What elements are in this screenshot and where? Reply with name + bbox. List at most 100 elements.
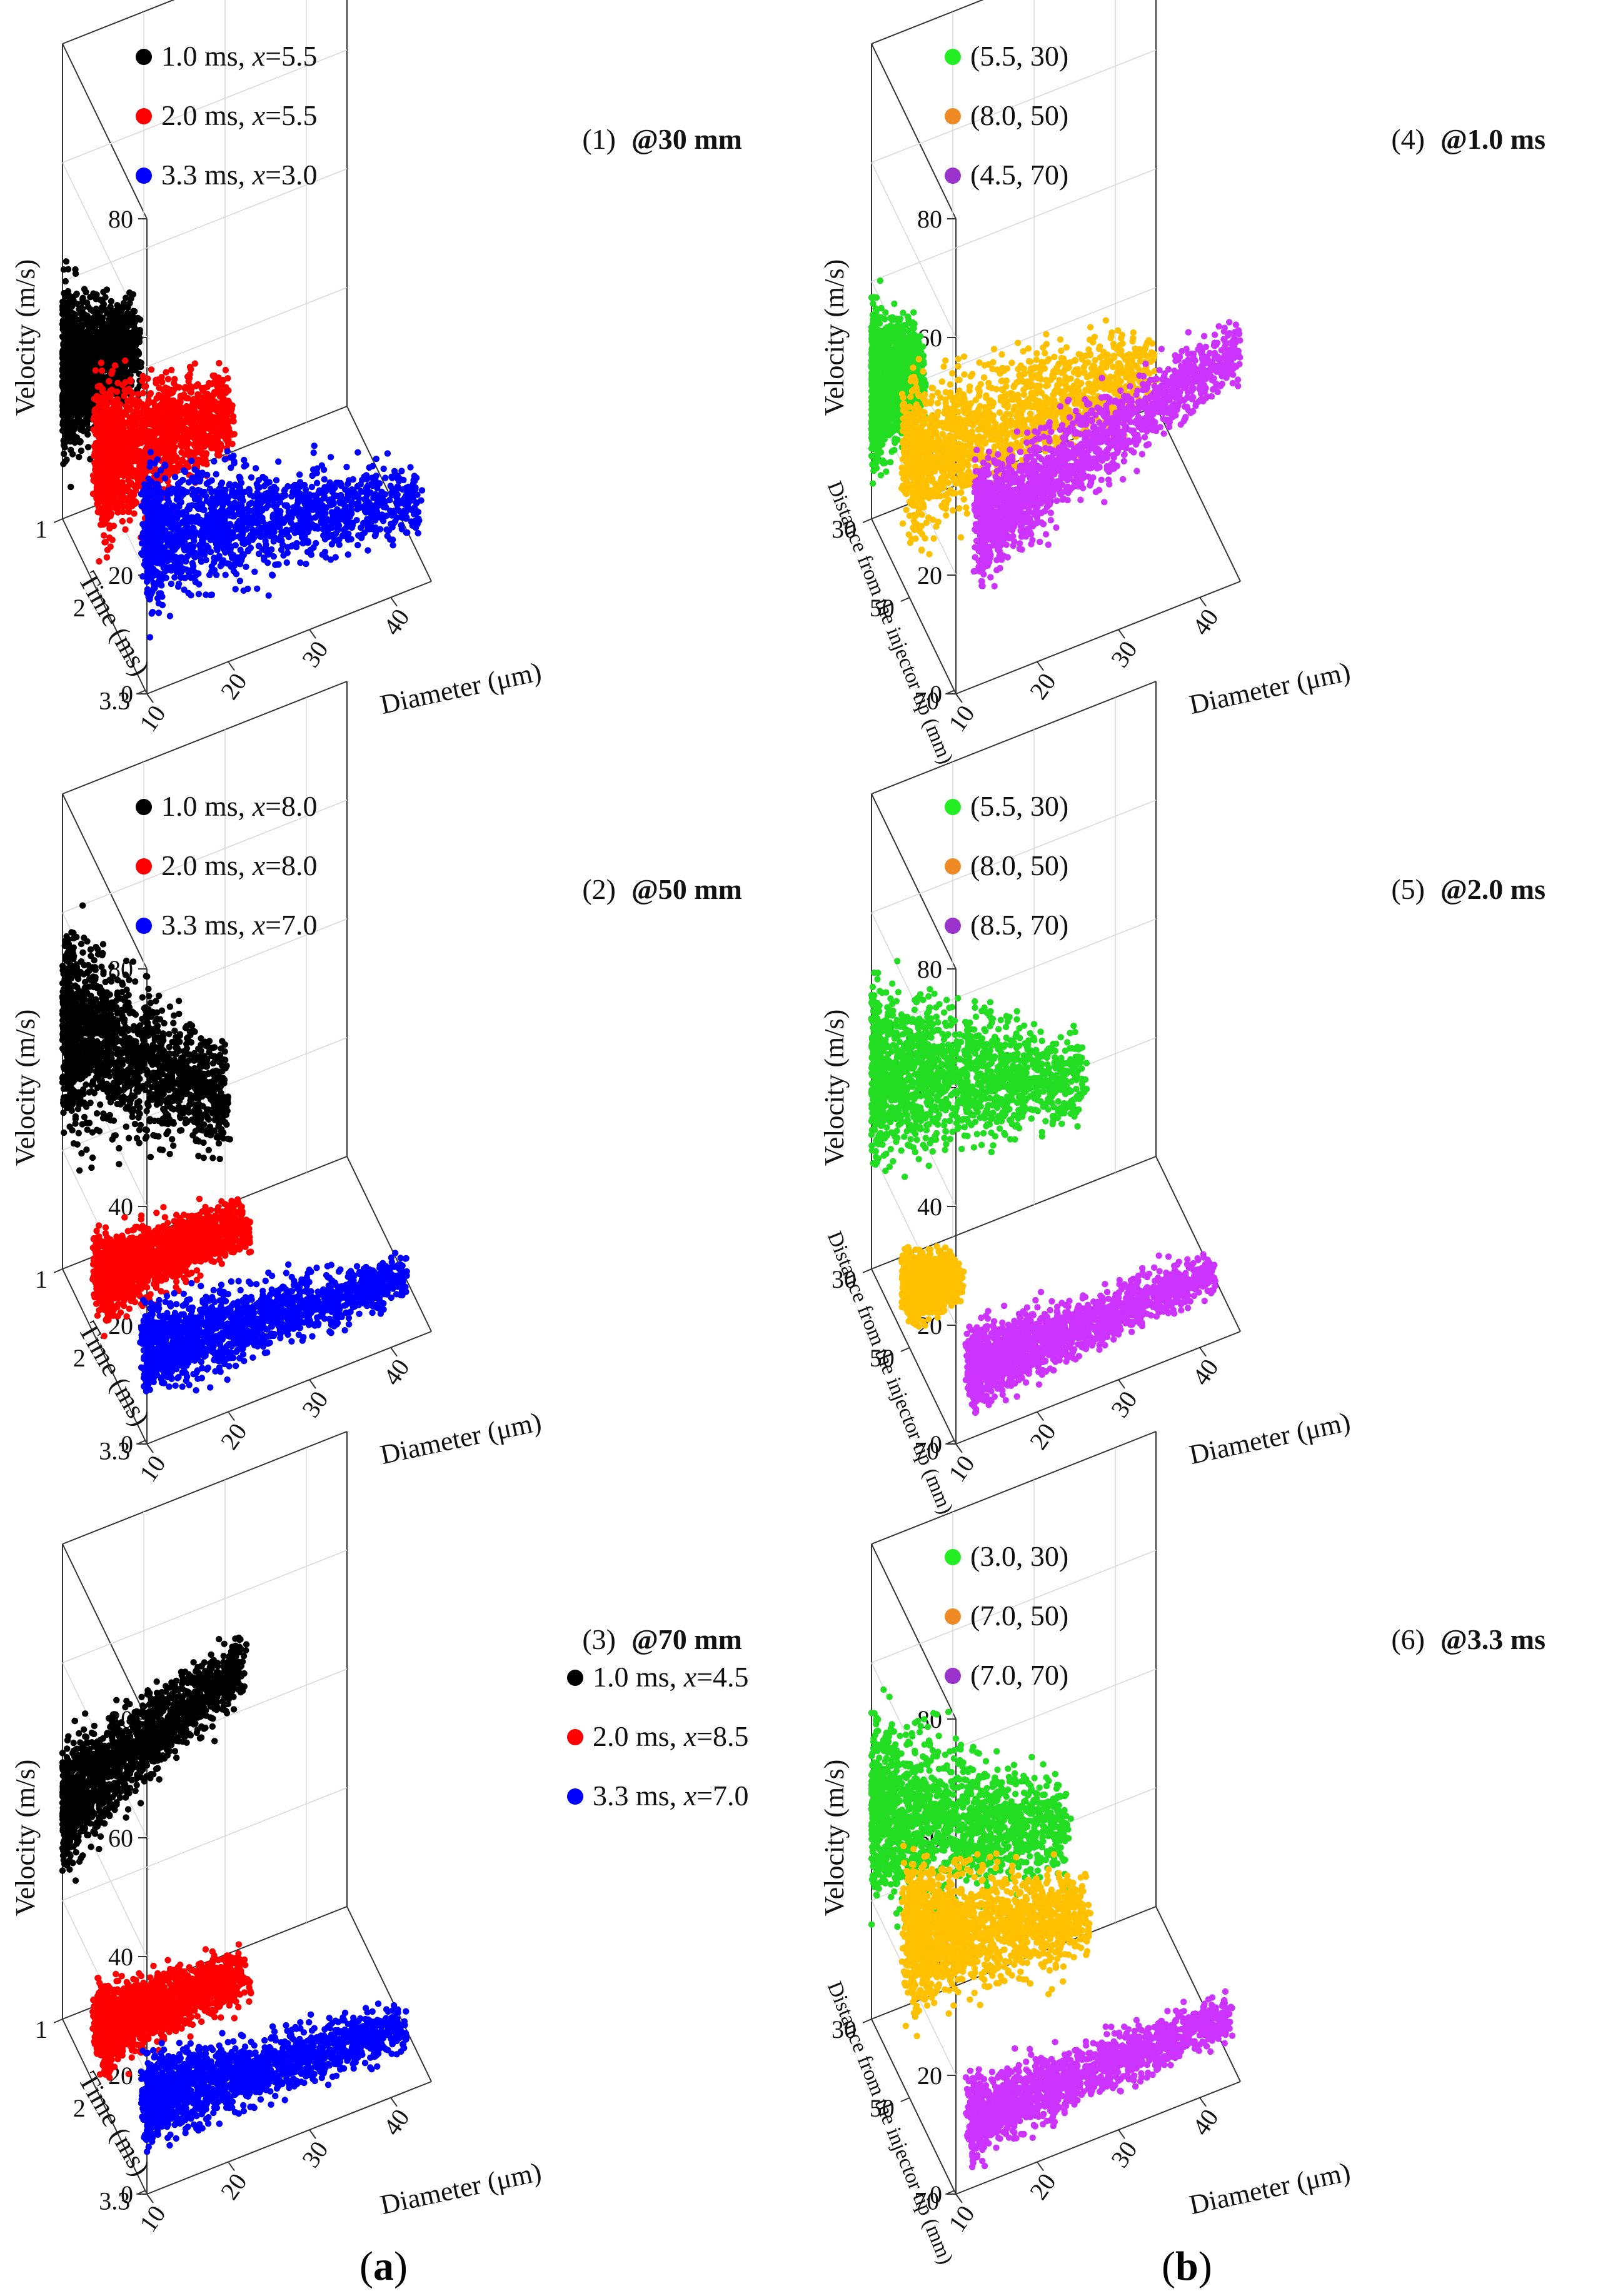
data-point (151, 421, 158, 428)
data-point (147, 478, 154, 484)
data-point (228, 464, 234, 471)
data-point (147, 390, 154, 397)
data-point (123, 455, 131, 462)
data-point (172, 457, 179, 464)
data-point (213, 407, 220, 414)
data-point (113, 498, 120, 505)
data-point (176, 421, 184, 428)
data-point (211, 567, 218, 574)
data-point (109, 368, 116, 374)
data-point (308, 483, 316, 491)
data-point (113, 354, 120, 361)
data-point (73, 290, 80, 298)
data-point (203, 516, 210, 523)
data-point (78, 447, 85, 454)
data-point (94, 310, 101, 317)
data-point (160, 442, 168, 449)
data-point (76, 316, 83, 323)
data-point (159, 404, 166, 411)
data-point (136, 383, 143, 389)
data-point (227, 543, 234, 549)
data-point (214, 492, 221, 499)
data-point (192, 569, 199, 576)
data-point (222, 571, 229, 578)
data-point (169, 408, 176, 414)
data-point (123, 373, 129, 379)
data-point (179, 476, 186, 484)
data-point (348, 508, 354, 515)
data-point (265, 592, 272, 599)
axis-edge (62, 43, 148, 219)
data-point (106, 378, 113, 385)
data-point (103, 422, 110, 429)
data-point (244, 546, 252, 554)
data-point (151, 428, 159, 435)
data-point (201, 488, 208, 496)
x-tick-mark (309, 629, 316, 639)
data-point (208, 477, 215, 484)
data-point (407, 464, 414, 471)
data-point (126, 466, 133, 473)
data-point (76, 417, 83, 424)
data-point (158, 582, 165, 589)
data-point (144, 375, 151, 382)
data-point (189, 431, 196, 438)
data-point (211, 416, 218, 423)
data-point (96, 338, 103, 345)
data-point (60, 302, 68, 309)
data-point (83, 299, 91, 306)
data-point (178, 574, 184, 581)
data-point (140, 433, 148, 440)
data-point (64, 426, 71, 433)
data-point (128, 395, 135, 402)
data-point (83, 415, 90, 423)
data-point (102, 406, 109, 413)
data-point (158, 425, 165, 432)
data-point (344, 480, 351, 488)
x-axis-title: Diameter (μm) (378, 656, 544, 720)
data-point (161, 475, 169, 482)
axis-edge (62, 0, 175, 44)
data-point (403, 515, 410, 522)
data-point (161, 461, 168, 468)
data-point (146, 634, 154, 641)
data-point (111, 322, 119, 329)
data-point (62, 458, 69, 465)
data-point (164, 376, 172, 383)
data-point (246, 487, 253, 494)
data-point (127, 341, 134, 348)
data-point (122, 443, 129, 450)
data-point (114, 396, 121, 403)
data-point (383, 526, 390, 533)
data-point (124, 438, 132, 444)
data-point (281, 502, 288, 509)
data-point (163, 369, 169, 376)
data-point (353, 517, 360, 524)
data-point (99, 348, 106, 354)
data-point (226, 481, 233, 488)
data-point (264, 524, 271, 531)
data-point (125, 495, 132, 503)
data-point (81, 286, 88, 293)
data-point (148, 366, 155, 373)
data-point (126, 488, 133, 495)
gridline (62, 49, 348, 163)
data-point (171, 433, 178, 441)
data-point (296, 471, 303, 478)
data-point (195, 591, 203, 598)
data-point (164, 385, 172, 393)
data-point (66, 301, 73, 308)
data-point (201, 396, 208, 403)
data-point (168, 366, 175, 374)
data-point (205, 413, 213, 420)
data-point (221, 456, 228, 463)
data-point (98, 314, 105, 321)
data-point (275, 458, 282, 465)
data-point (79, 396, 86, 403)
data-point (155, 391, 162, 399)
data-point (131, 483, 138, 489)
data-point (354, 449, 361, 456)
data-point (68, 483, 74, 491)
data-point (259, 546, 266, 553)
y-tick-label: 1 (35, 515, 48, 543)
